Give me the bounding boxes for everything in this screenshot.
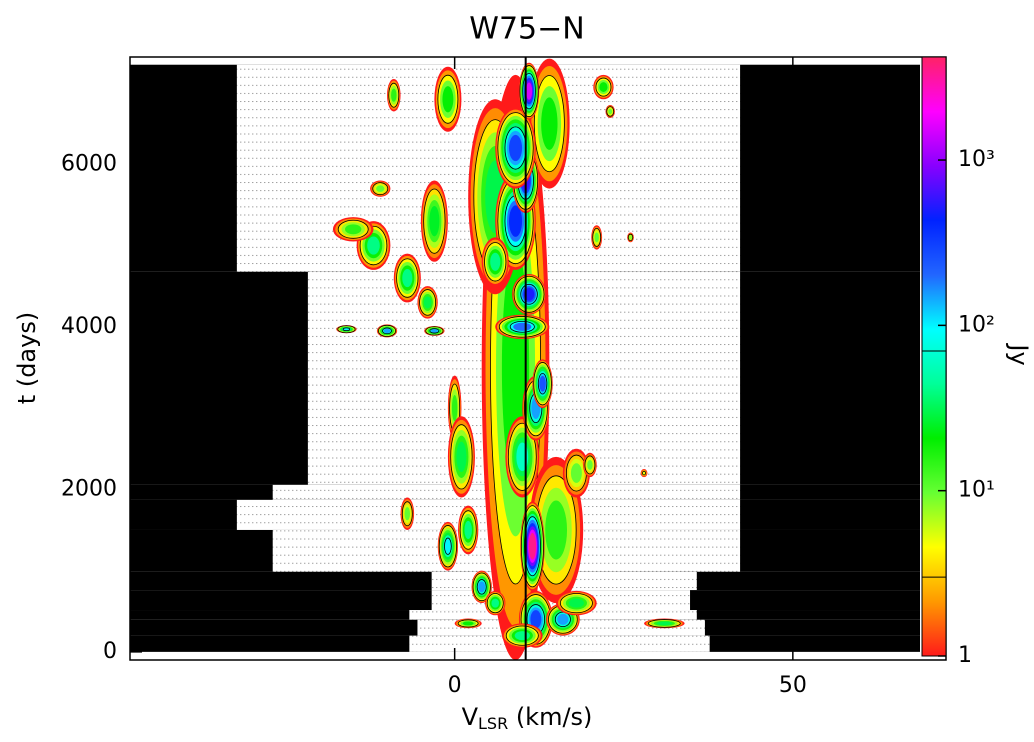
emission-feature <box>437 521 459 571</box>
emission-level <box>628 235 633 240</box>
emission-feature <box>529 58 570 189</box>
emission-level <box>478 581 486 593</box>
emission-feature <box>420 180 448 262</box>
emission-feature <box>562 448 590 498</box>
emission-level <box>594 232 599 243</box>
colorbar-tick-label: 10³ <box>958 147 995 172</box>
emission-level <box>451 394 458 422</box>
chart-title: W75−N <box>469 12 584 47</box>
emission-level <box>464 520 472 540</box>
emission-feature <box>627 232 634 243</box>
emission-level <box>513 322 532 331</box>
emission-level <box>462 621 474 626</box>
emission-feature <box>481 237 509 287</box>
emission-level <box>342 327 351 332</box>
emission-level <box>383 328 391 334</box>
emission-feature <box>593 74 614 100</box>
emission-feature <box>518 590 553 648</box>
emission-level <box>539 375 546 392</box>
emission-level <box>557 613 569 625</box>
y-tick-label: 4000 <box>61 314 117 339</box>
emission-level <box>402 268 413 288</box>
emission-feature <box>605 104 615 118</box>
emission-level <box>444 537 452 555</box>
colorbar-tick-label: 10¹ <box>958 478 995 503</box>
emission-feature <box>471 570 492 604</box>
x-label-rest: (km/s) <box>508 703 592 731</box>
colorbar <box>921 56 947 657</box>
emission-level <box>656 621 672 626</box>
emission-level <box>568 598 584 608</box>
emission-feature <box>495 314 550 339</box>
emission-feature <box>376 324 398 338</box>
x-tick-label: 50 <box>779 673 807 698</box>
x-axis-label: VLSR (km/s) <box>462 703 593 733</box>
colorbar-tick-label: 10² <box>958 312 995 337</box>
emission-level <box>491 598 500 608</box>
x-tick-label: 0 <box>448 673 462 698</box>
emission-level <box>570 463 582 483</box>
emission-level <box>530 610 542 629</box>
emission-feature <box>520 501 545 591</box>
coverage <box>409 635 710 652</box>
emission-feature <box>502 623 543 648</box>
emission-level <box>608 108 613 115</box>
emission-level <box>391 88 397 102</box>
emission-feature <box>387 78 401 112</box>
colorbar-tick-label: 1 <box>958 643 972 668</box>
emission-feature <box>518 62 540 120</box>
x-label-sub: LSR <box>478 714 508 733</box>
emission-feature <box>583 452 597 478</box>
emission-feature <box>424 325 445 336</box>
emission-level <box>508 134 523 162</box>
emission-level <box>525 82 533 100</box>
y-tick-label: 0 <box>103 639 117 664</box>
emission-feature <box>336 325 357 334</box>
colorbar-label: Jy <box>1005 342 1033 365</box>
emission-level <box>541 97 558 150</box>
emission-feature <box>393 253 421 303</box>
y-tick-label: 6000 <box>61 151 117 176</box>
emission-feature <box>512 273 546 315</box>
emission-feature <box>495 107 536 189</box>
emission-feature <box>532 359 553 409</box>
emission-level <box>430 329 438 333</box>
emission-level <box>404 507 411 521</box>
emission-level <box>514 631 530 641</box>
emission-feature <box>332 217 374 242</box>
emission-feature <box>640 469 648 478</box>
emission-level <box>456 441 467 473</box>
emission-level <box>376 185 385 192</box>
emission-level <box>367 236 380 255</box>
emission-feature <box>370 180 391 197</box>
emission-level <box>545 500 568 560</box>
emission-level <box>345 224 362 235</box>
plot-area <box>130 57 920 660</box>
emission-feature <box>447 416 475 498</box>
emission-feature <box>644 618 685 629</box>
emission-feature <box>454 618 482 629</box>
emission-feature <box>591 225 603 250</box>
x-label-main: V <box>462 703 479 731</box>
emission-feature <box>485 590 506 616</box>
emission-level <box>642 470 646 476</box>
emission-feature <box>505 416 540 498</box>
emission-feature <box>458 505 479 555</box>
emission-level <box>429 205 440 237</box>
emission-feature <box>417 286 438 319</box>
emission-level <box>423 296 432 309</box>
emission-feature <box>400 497 415 530</box>
emission-level <box>442 86 454 113</box>
y-axis-label: t (days) <box>13 312 41 404</box>
emission-level <box>490 252 501 271</box>
emission-level <box>508 205 523 237</box>
emission-level <box>587 460 593 470</box>
emission-feature <box>434 66 462 132</box>
emission-level <box>528 532 537 560</box>
y-tick-label: 2000 <box>61 476 117 501</box>
emission-feature <box>556 590 597 616</box>
emission-level <box>599 82 608 92</box>
